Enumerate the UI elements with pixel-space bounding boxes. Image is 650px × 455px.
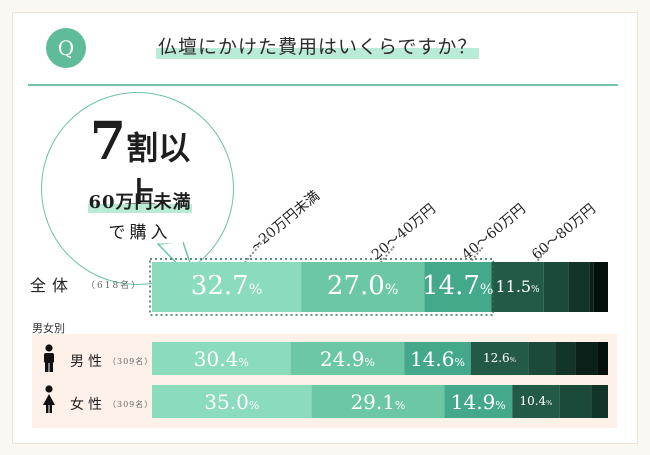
value-unit: % bbox=[454, 355, 465, 369]
value-number: 29.1 bbox=[350, 389, 395, 414]
value-unit: % bbox=[248, 398, 260, 412]
bar-segment-female-3 bbox=[512, 385, 560, 418]
row-label-female: 女性 bbox=[70, 397, 106, 413]
value-number: 12.6 bbox=[482, 351, 510, 366]
bar-segment-male-4 bbox=[528, 342, 556, 375]
value-unit: % bbox=[509, 356, 516, 365]
value-label-female-3: 10.4% bbox=[519, 394, 552, 408]
row-label-male: 男性 bbox=[70, 354, 106, 370]
bar-segment-all-1 bbox=[301, 262, 425, 312]
value-label-male-1: 24.9% bbox=[320, 347, 375, 371]
value-unit: % bbox=[238, 355, 249, 369]
bar-segment-all-7 bbox=[593, 262, 608, 312]
highlight-box bbox=[149, 258, 495, 316]
bar-segment-female-0 bbox=[152, 385, 312, 418]
bar-segment-male-7 bbox=[597, 342, 608, 375]
value-number: 32.7 bbox=[190, 271, 249, 302]
bar-segment-male-0 bbox=[152, 342, 291, 375]
value-number: 11.5 bbox=[495, 277, 532, 297]
value-number: 27.0 bbox=[326, 271, 385, 302]
value-number: 35.0 bbox=[204, 389, 249, 414]
male-icon bbox=[44, 344, 54, 372]
gender-heading: 男女別 bbox=[32, 322, 65, 335]
value-label-all-1: 27.0% bbox=[327, 271, 398, 301]
bar-segment-all-5 bbox=[568, 262, 590, 312]
bar-segment-all-6 bbox=[589, 262, 594, 312]
bar-segment-male-5 bbox=[555, 342, 576, 375]
bar-segment-male-3 bbox=[470, 342, 529, 375]
row-n-female: （309名） bbox=[108, 400, 154, 409]
value-label-male-2: 14.6% bbox=[410, 347, 465, 371]
value-label-female-0: 35.0% bbox=[204, 390, 259, 414]
bar-segment-male-6 bbox=[575, 342, 598, 375]
row-n-male: （309名） bbox=[108, 357, 154, 366]
bar-segment-all-0 bbox=[152, 262, 302, 312]
value-label-male-3: 12.6% bbox=[483, 351, 516, 365]
headline-sub2: で購入 bbox=[108, 223, 172, 243]
value-unit: % bbox=[479, 282, 494, 299]
bar-segment-all-3 bbox=[491, 262, 544, 312]
value-unit: % bbox=[546, 399, 553, 408]
value-label-female-1: 29.1% bbox=[350, 390, 405, 414]
question-title: 仏壇にかけた費用はいくらですか？ bbox=[156, 32, 480, 59]
bar-segment-all-4 bbox=[543, 262, 569, 312]
bar-segment-female-2 bbox=[444, 385, 513, 418]
value-number: 30.4 bbox=[193, 346, 239, 371]
value-label-female-2: 14.9% bbox=[451, 390, 506, 414]
bar-segment-male-2 bbox=[404, 342, 471, 375]
value-number: 14.7 bbox=[421, 271, 480, 302]
header-divider bbox=[28, 84, 618, 86]
female-icon bbox=[43, 385, 55, 413]
value-number: 14.9 bbox=[450, 389, 496, 414]
value-label-male-0: 30.4% bbox=[194, 347, 249, 371]
value-label-all-3: 11.5% bbox=[495, 277, 539, 296]
value-unit: % bbox=[495, 398, 506, 412]
bar-segment-male-1 bbox=[290, 342, 405, 375]
value-label-all-0: 32.7% bbox=[191, 271, 262, 301]
value-number: 14.6 bbox=[409, 346, 455, 371]
row-n-all: （618名） bbox=[86, 281, 143, 291]
bar-segment-female-5 bbox=[591, 385, 608, 418]
bar-segment-all-2 bbox=[424, 262, 492, 312]
speech-bubble bbox=[41, 92, 234, 285]
headline-sub1: 60万円未満 bbox=[78, 188, 202, 214]
bar-segment-female-4 bbox=[559, 385, 592, 418]
headline-sub1-text: 60万円未満 bbox=[88, 192, 192, 213]
value-unit: % bbox=[364, 355, 375, 369]
value-unit: % bbox=[384, 282, 399, 299]
value-label-all-2: 14.7% bbox=[422, 271, 493, 301]
headline-number: 7 bbox=[89, 111, 127, 172]
value-number: 24.9 bbox=[319, 346, 365, 371]
q-badge: Q bbox=[46, 28, 86, 68]
bar-segment-female-1 bbox=[311, 385, 445, 418]
row-label-all: 全体 bbox=[30, 276, 75, 295]
value-unit: % bbox=[394, 398, 406, 412]
value-number: 10.4 bbox=[519, 394, 547, 409]
value-unit: % bbox=[531, 285, 540, 296]
value-unit: % bbox=[248, 282, 263, 299]
